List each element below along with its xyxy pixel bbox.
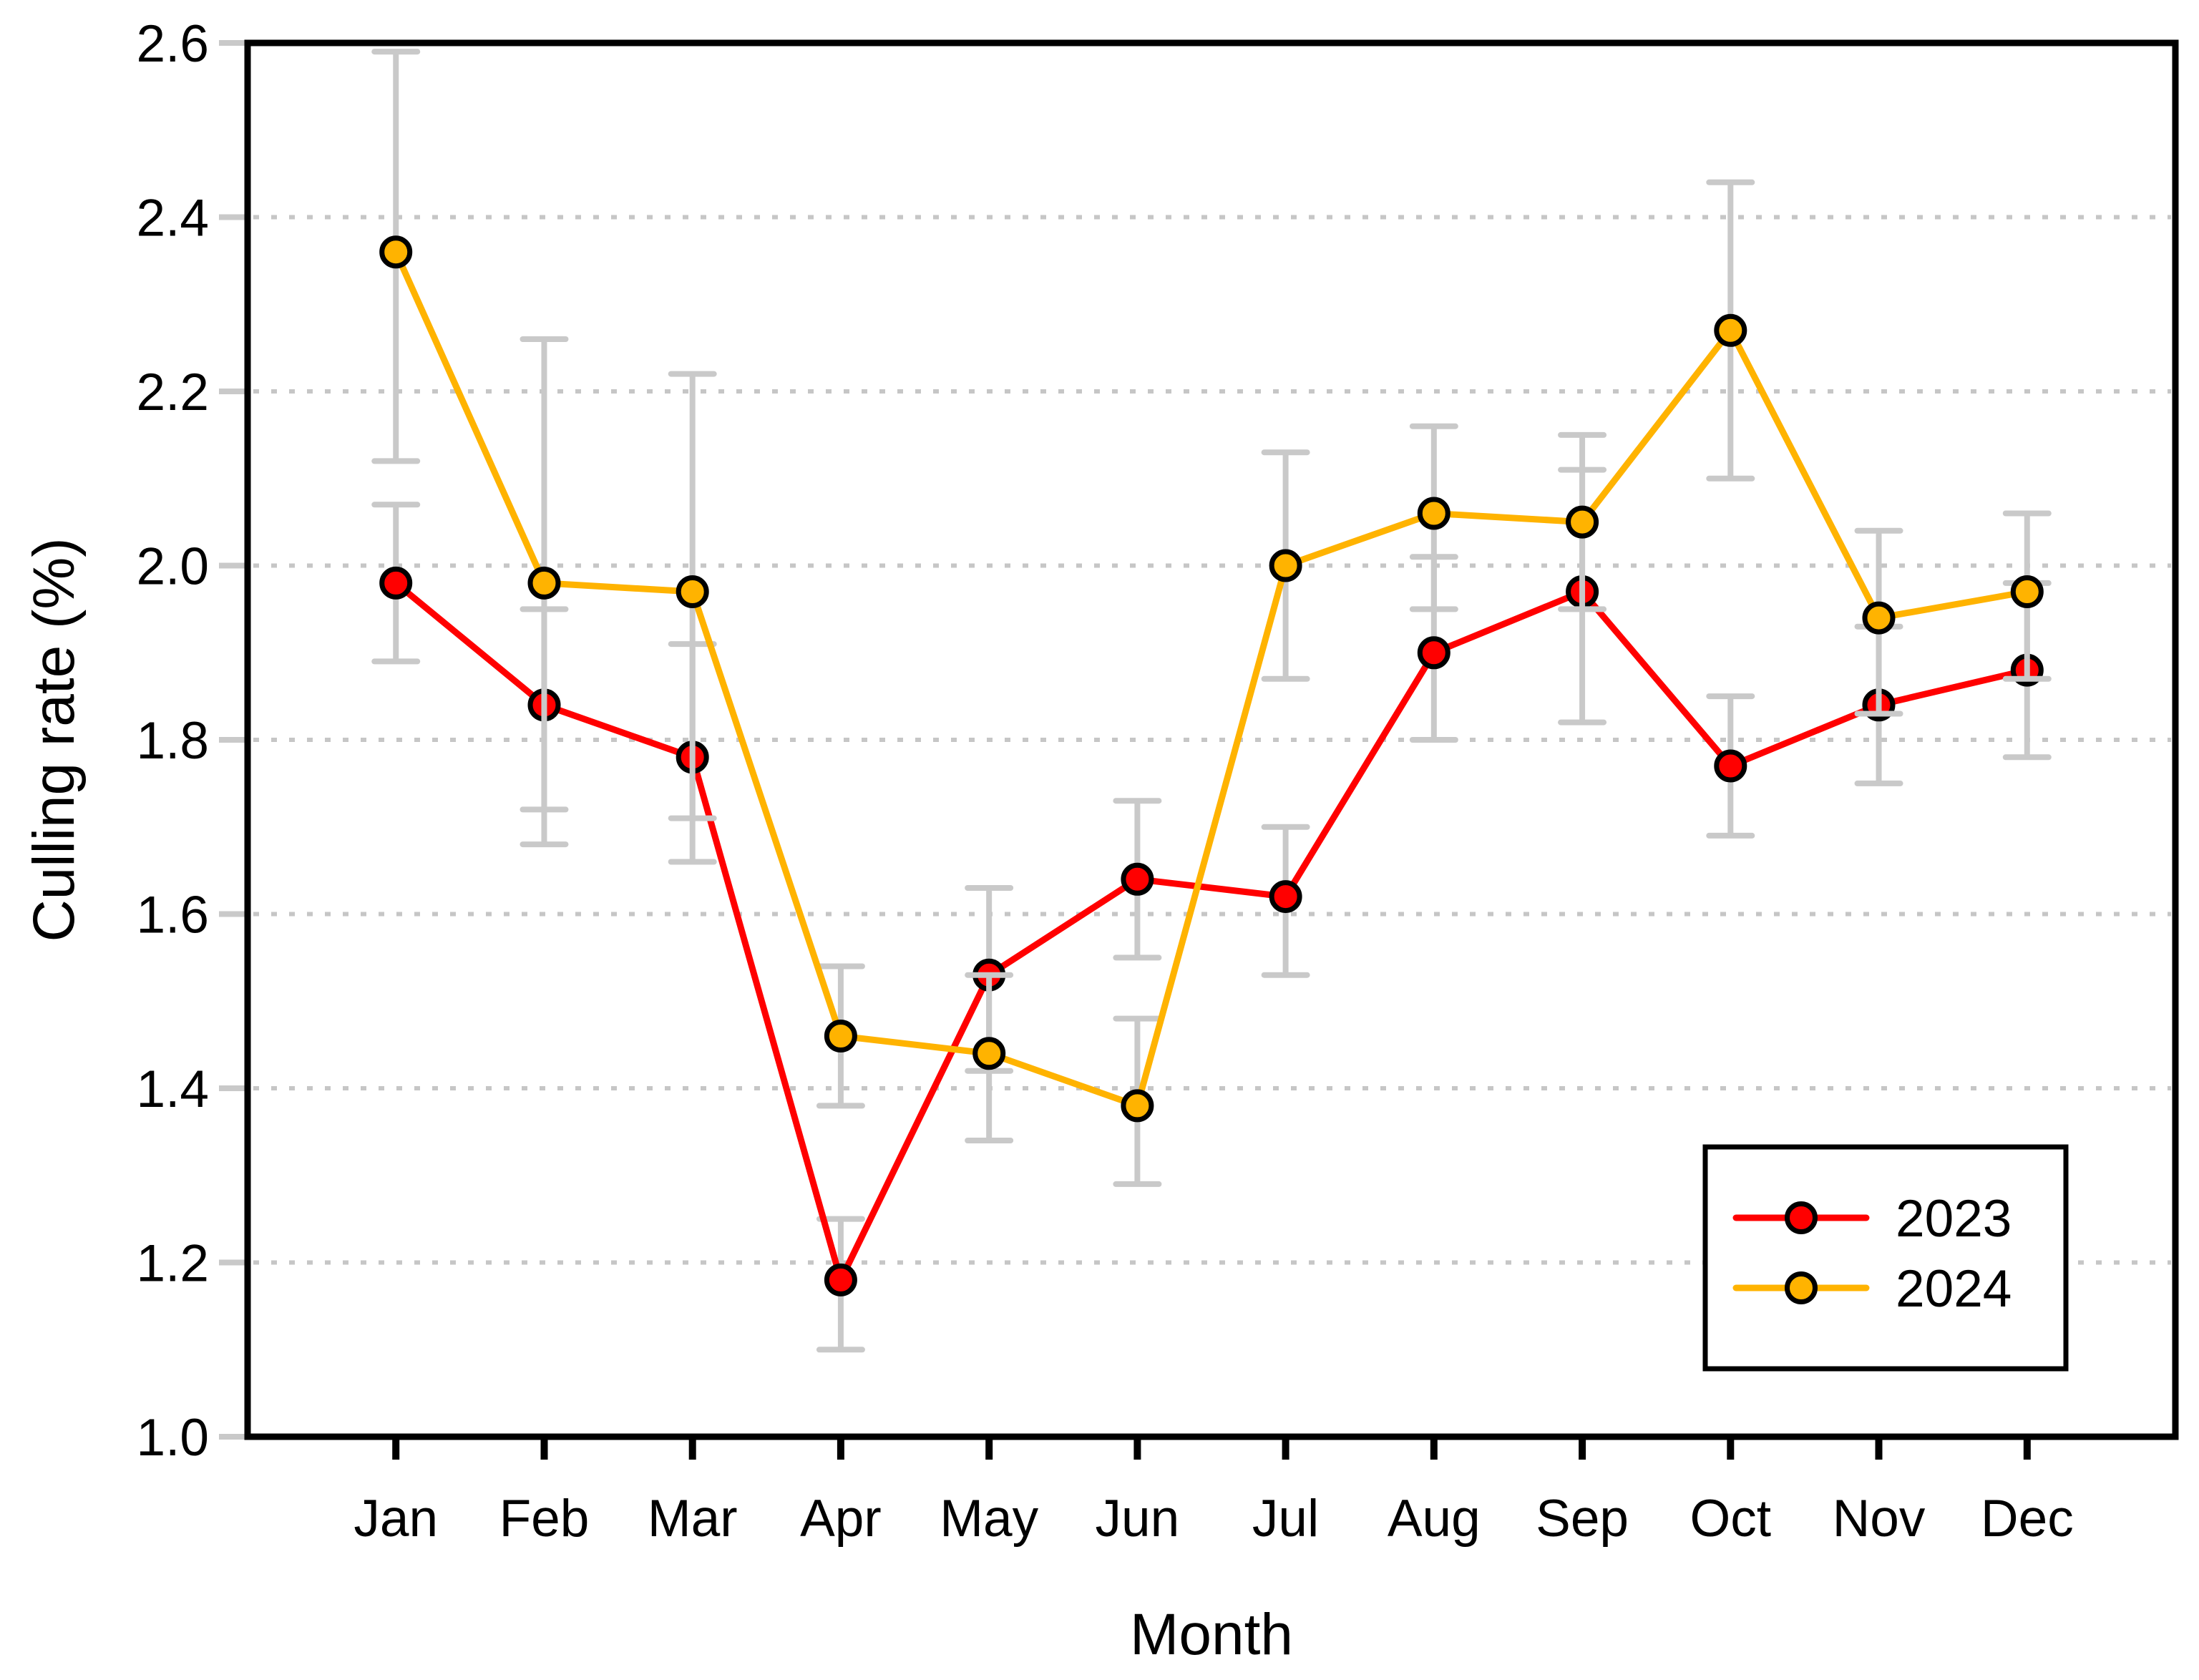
- x-tick-label: Oct: [1690, 1490, 1772, 1548]
- data-point-2024-nov: [1862, 601, 1896, 635]
- data-point-2024-may: [972, 1037, 1006, 1070]
- y-tick-label: 2.6: [137, 15, 209, 73]
- x-tick-label: Nov: [1833, 1490, 1926, 1548]
- series-2024: [371, 49, 2052, 1187]
- data-series: [371, 49, 2052, 1353]
- x-tick-label: Feb: [499, 1490, 590, 1548]
- data-point-2023-jul: [1269, 880, 1302, 914]
- x-tick-label: Sep: [1536, 1490, 1629, 1548]
- x-tick-label: Aug: [1388, 1490, 1481, 1548]
- legend-box: [1702, 1144, 2069, 1372]
- x-axis-title: Month: [1130, 1602, 1293, 1667]
- series-line-2023: [392, 580, 2031, 1284]
- data-point-2024-sep: [1566, 505, 1599, 539]
- data-point-2024-dec: [2010, 575, 2044, 608]
- plot-frame: [244, 39, 2179, 1440]
- data-point-2024-aug: [1417, 497, 1450, 530]
- legend-label-2023: 2023: [1896, 1190, 2012, 1248]
- y-tick-label: 1.6: [137, 887, 209, 944]
- x-tick-label: Jun: [1096, 1490, 1180, 1548]
- y-tick-label: 2.2: [137, 363, 209, 421]
- y-axis-title: Culling rate (%): [21, 537, 87, 942]
- x-tick-label: May: [940, 1490, 1038, 1548]
- data-point-2024-oct: [1714, 313, 1747, 347]
- data-point-2023-oct: [1714, 749, 1747, 783]
- y-tick-label: 2.0: [137, 538, 209, 596]
- data-point-2024-jul: [1269, 549, 1302, 582]
- y-tick-label: 2.4: [137, 190, 209, 248]
- x-axis: Jan Feb Mar Apr May Jun Jul Aug Sep Oct Nov Dec: [354, 1437, 2074, 1548]
- data-point-2024-apr: [824, 1020, 857, 1053]
- data-point-2023-apr: [824, 1263, 857, 1296]
- y-tick-label: 1.0: [137, 1409, 209, 1467]
- data-point-2024-mar: [676, 575, 709, 608]
- legend-label-2024: 2024: [1896, 1260, 2012, 1318]
- y-tick-label: 1.2: [137, 1235, 209, 1293]
- y-tick-label: 1.8: [137, 712, 209, 770]
- data-point-2024-feb: [527, 566, 561, 600]
- data-point-2023-jan: [379, 566, 413, 600]
- legend-marker-2023: [1785, 1201, 1818, 1234]
- x-tick-label: Jan: [354, 1490, 438, 1548]
- error-bars-2024: [371, 49, 2052, 1187]
- x-tick-label: Mar: [648, 1490, 738, 1548]
- series-line-2024: [392, 248, 2031, 1109]
- gridlines: [253, 215, 2171, 1265]
- legend-marker-2024: [1785, 1271, 1818, 1304]
- data-point-2023-jun: [1121, 862, 1154, 896]
- x-tick-label: Apr: [800, 1490, 882, 1548]
- data-point-2024-jun: [1121, 1089, 1154, 1123]
- data-point-2024-jan: [379, 235, 413, 269]
- data-point-2023-aug: [1417, 636, 1450, 670]
- y-tick-label: 1.4: [137, 1060, 209, 1118]
- legend: 2023 2024: [1702, 1144, 2069, 1372]
- axis-frame: [244, 39, 2179, 1440]
- x-tick-label: Jul: [1252, 1490, 1319, 1548]
- y-axis: 1.0 1.2 1.4 1.6 1.8 2.0 2.2 2.4 2.6: [137, 15, 246, 1467]
- x-tick-label: Dec: [1981, 1490, 2074, 1548]
